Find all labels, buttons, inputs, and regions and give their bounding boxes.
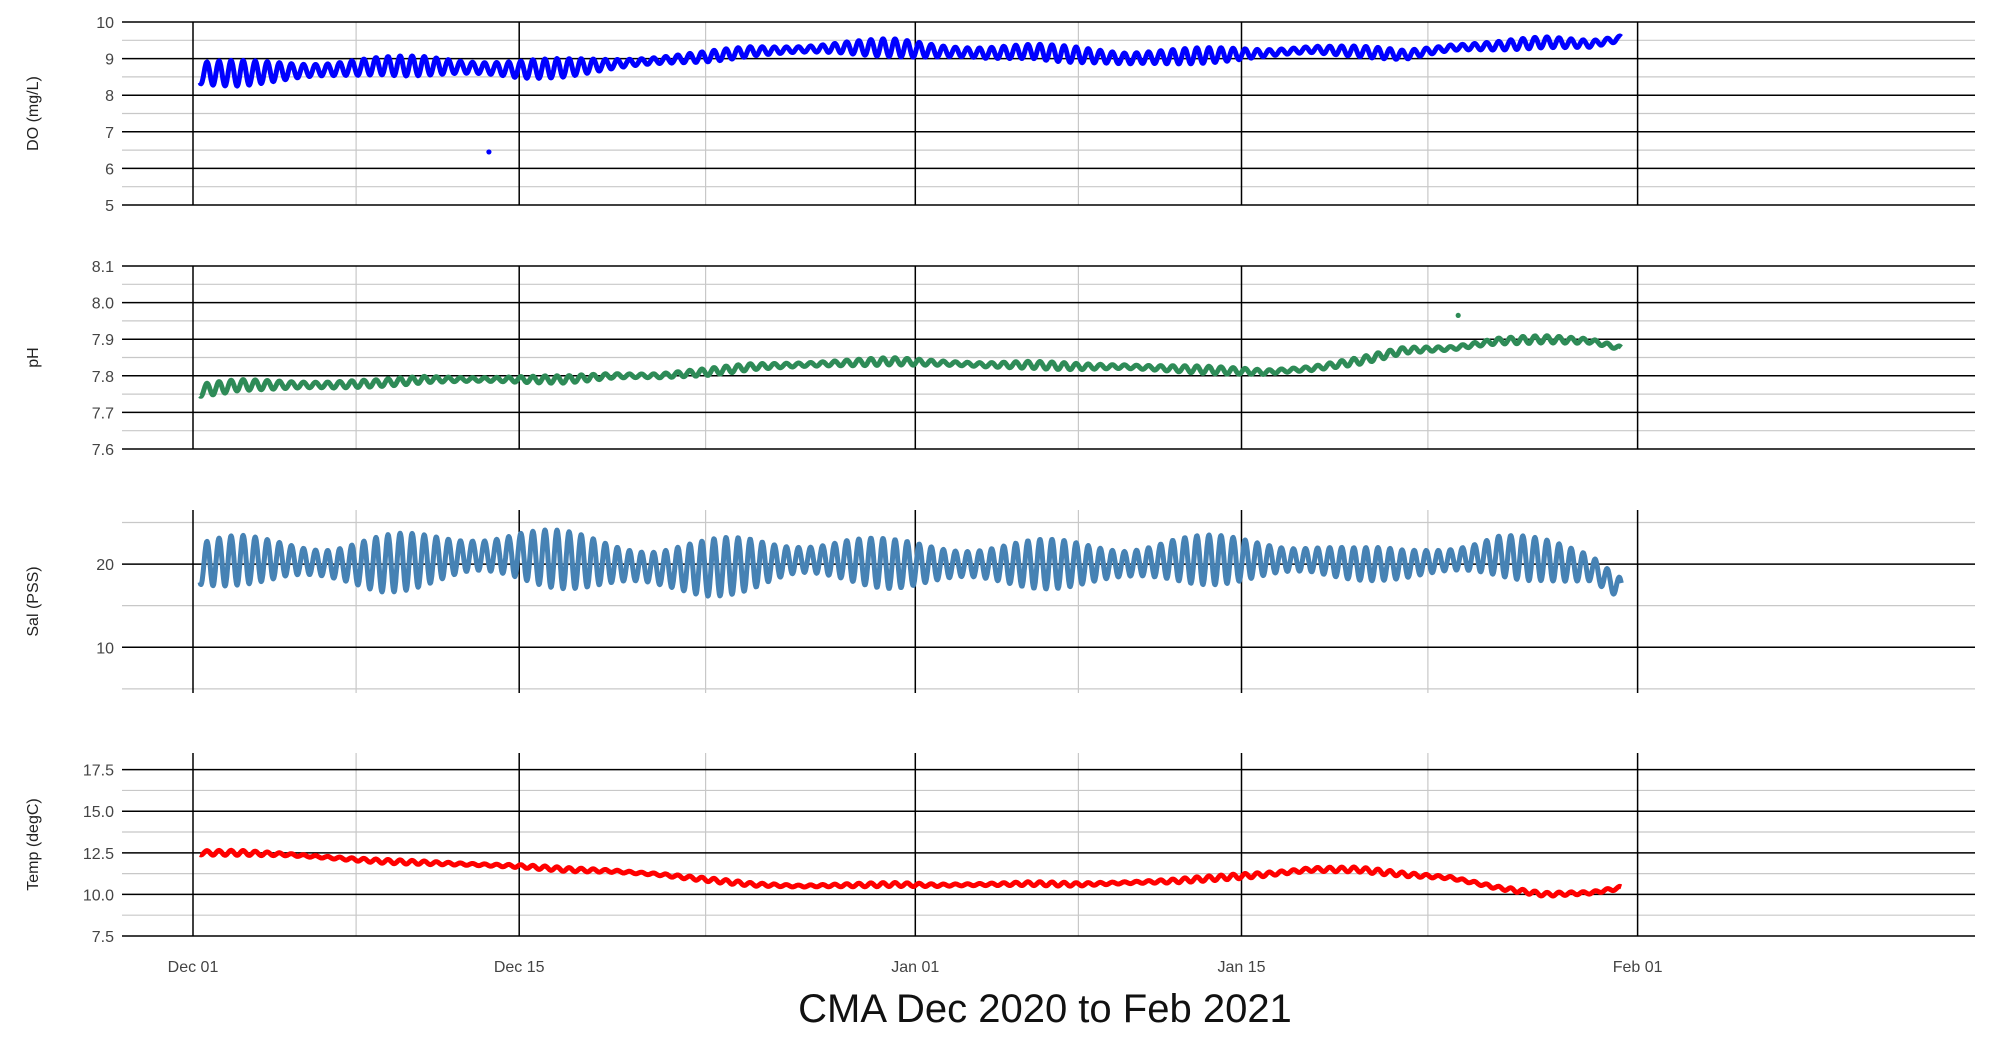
data-series-line (197, 527, 1624, 599)
outlier-point (486, 149, 492, 155)
y-axis-label: Sal (PSS) (25, 566, 42, 636)
data-series-line (198, 333, 1624, 399)
data-series-line (198, 847, 1624, 899)
y-tick-label: 7 (105, 125, 114, 142)
y-tick-label: 8 (105, 88, 114, 105)
y-tick-label: 7.5 (92, 929, 114, 946)
panel-0: 5 6 7 8 9 10 DO (mg/L) (25, 15, 1975, 215)
panel-2: 10 20 Sal (PSS) (25, 510, 1975, 693)
y-tick-label: 7.6 (92, 442, 114, 459)
y-tick-label: 7.9 (92, 332, 114, 349)
x-tick-label: Jan 15 (1217, 959, 1265, 976)
data-series-line (197, 33, 1624, 89)
outlier-point (1455, 312, 1461, 319)
y-tick-label: 5 (105, 198, 114, 215)
x-tick-label: Jan 01 (891, 959, 939, 976)
y-tick-label: 8.0 (92, 296, 114, 313)
y-axis-label: DO (mg/L) (25, 76, 42, 151)
y-tick-label: 8.1 (92, 259, 114, 276)
y-tick-label: 15.0 (83, 804, 114, 821)
x-tick-label: Dec 15 (494, 959, 545, 976)
panel-1: 7.6 7.7 7.8 7.9 8.0 8.1 pH (25, 259, 1975, 459)
x-tick-label: Feb 01 (1613, 959, 1663, 976)
x-tick-label: Dec 01 (168, 959, 219, 976)
y-axis-label: Temp (degC) (25, 798, 42, 890)
y-tick-label: 9 (105, 52, 114, 69)
y-tick-label: 6 (105, 161, 114, 178)
y-axis-label: pH (25, 347, 42, 367)
y-tick-label: 7.7 (92, 405, 114, 422)
y-tick-label: 12.5 (83, 846, 114, 863)
panel-3: 7.5 10.0 12.5 15.0 17.5 Temp (degC) (25, 753, 1975, 946)
y-tick-label: 10 (96, 15, 114, 32)
chart-title: CMA Dec 2020 to Feb 2021 (798, 987, 1292, 1031)
y-tick-label: 20 (96, 557, 114, 574)
y-tick-label: 10 (96, 640, 114, 657)
y-tick-label: 17.5 (83, 763, 114, 780)
y-tick-label: 7.8 (92, 369, 114, 386)
y-tick-label: 10.0 (83, 887, 114, 904)
